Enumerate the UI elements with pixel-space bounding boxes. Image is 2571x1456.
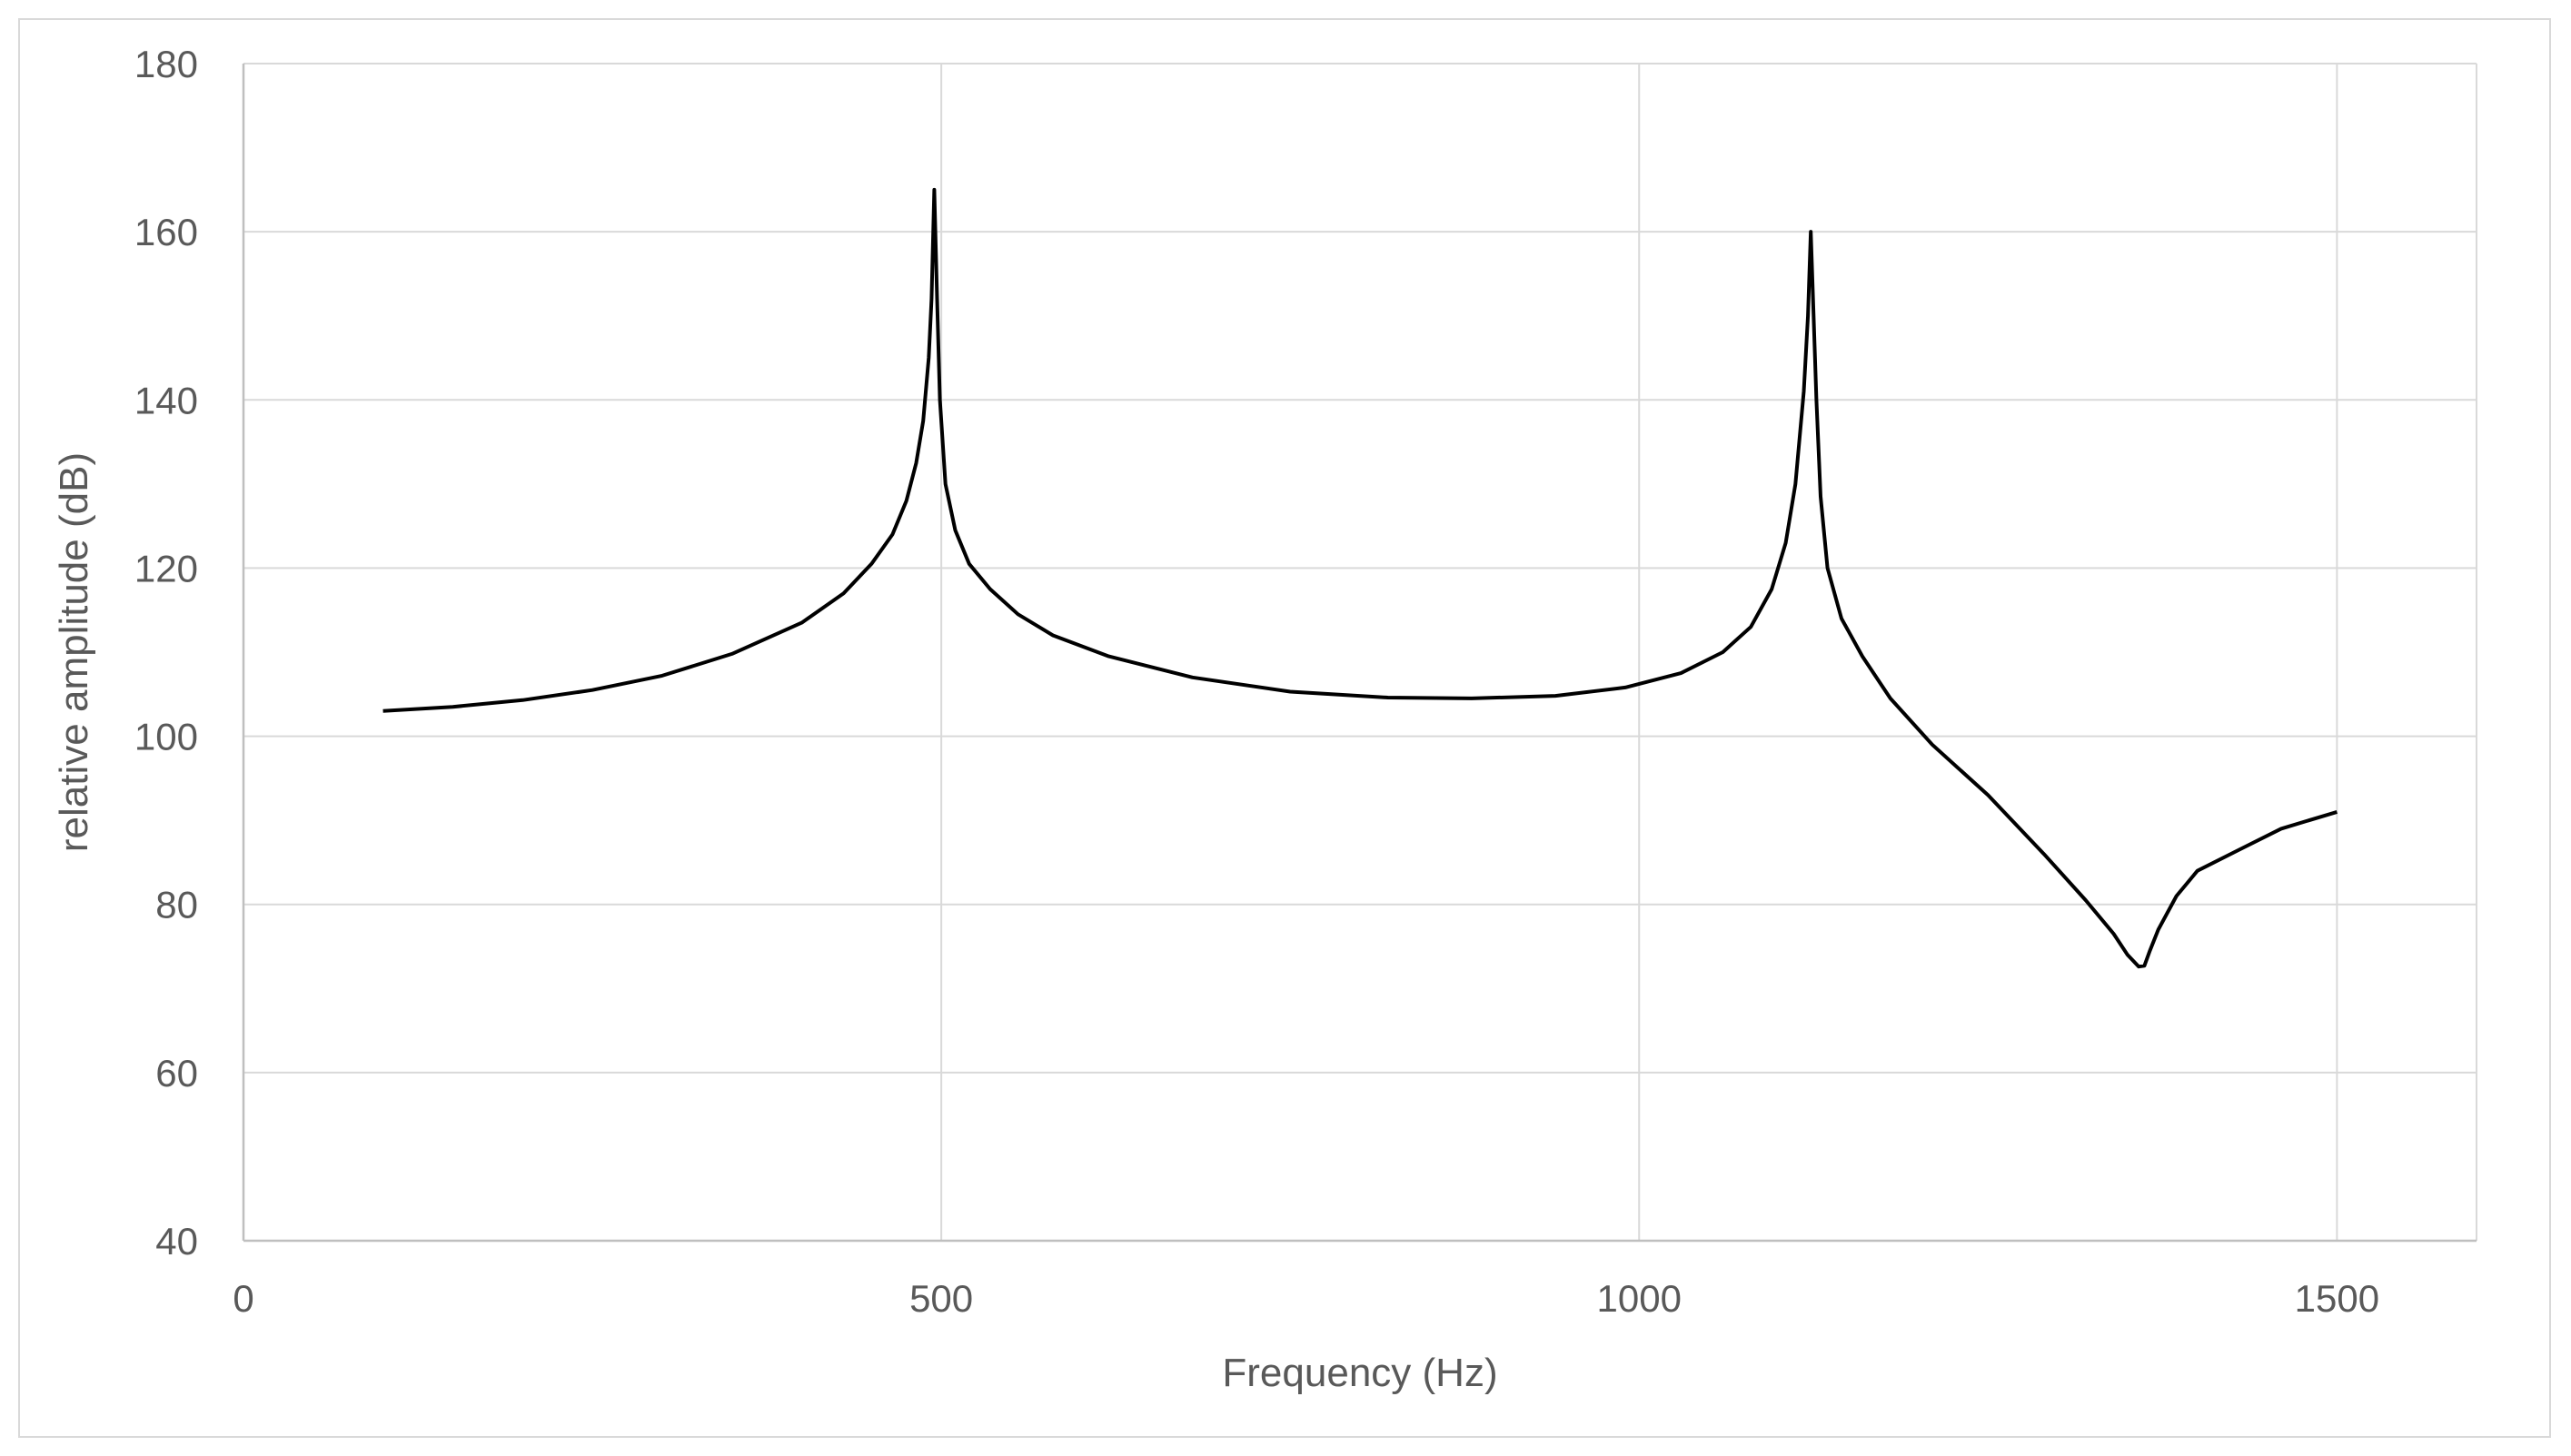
x-tick-label: 1500 — [2295, 1277, 2379, 1320]
x-tick-label: 0 — [233, 1277, 253, 1320]
y-tick-label: 80 — [155, 884, 198, 926]
y-tick-label: 160 — [134, 211, 198, 253]
series-layer — [382, 187, 2338, 969]
chart-container: 40 60 80 100 120 140 160 180 0 500 1000 1500 Freque… — [18, 18, 2551, 1438]
y-tick-label: 100 — [134, 716, 198, 758]
y-tick-label: 40 — [155, 1220, 198, 1263]
series-line-1 — [382, 187, 2338, 969]
y-tick-label: 180 — [134, 43, 198, 85]
tick-labels: 40 60 80 100 120 140 160 180 0 500 1000 1500 — [134, 43, 2379, 1320]
gridlines — [243, 63, 2477, 1241]
x-tick-label: 500 — [909, 1277, 973, 1320]
y-tick-label: 140 — [134, 379, 198, 421]
x-axis-title: Frequency (Hz) — [1222, 1351, 1497, 1395]
y-axis-title: relative amplitude (dB) — [52, 452, 96, 852]
x-tick-label: 1000 — [1597, 1277, 1682, 1320]
y-tick-label: 120 — [134, 547, 198, 589]
y-tick-label: 60 — [155, 1052, 198, 1094]
line-chart: 40 60 80 100 120 140 160 180 0 500 1000 1500 Freque… — [52, 43, 2477, 1395]
axes — [242, 64, 2477, 1243]
